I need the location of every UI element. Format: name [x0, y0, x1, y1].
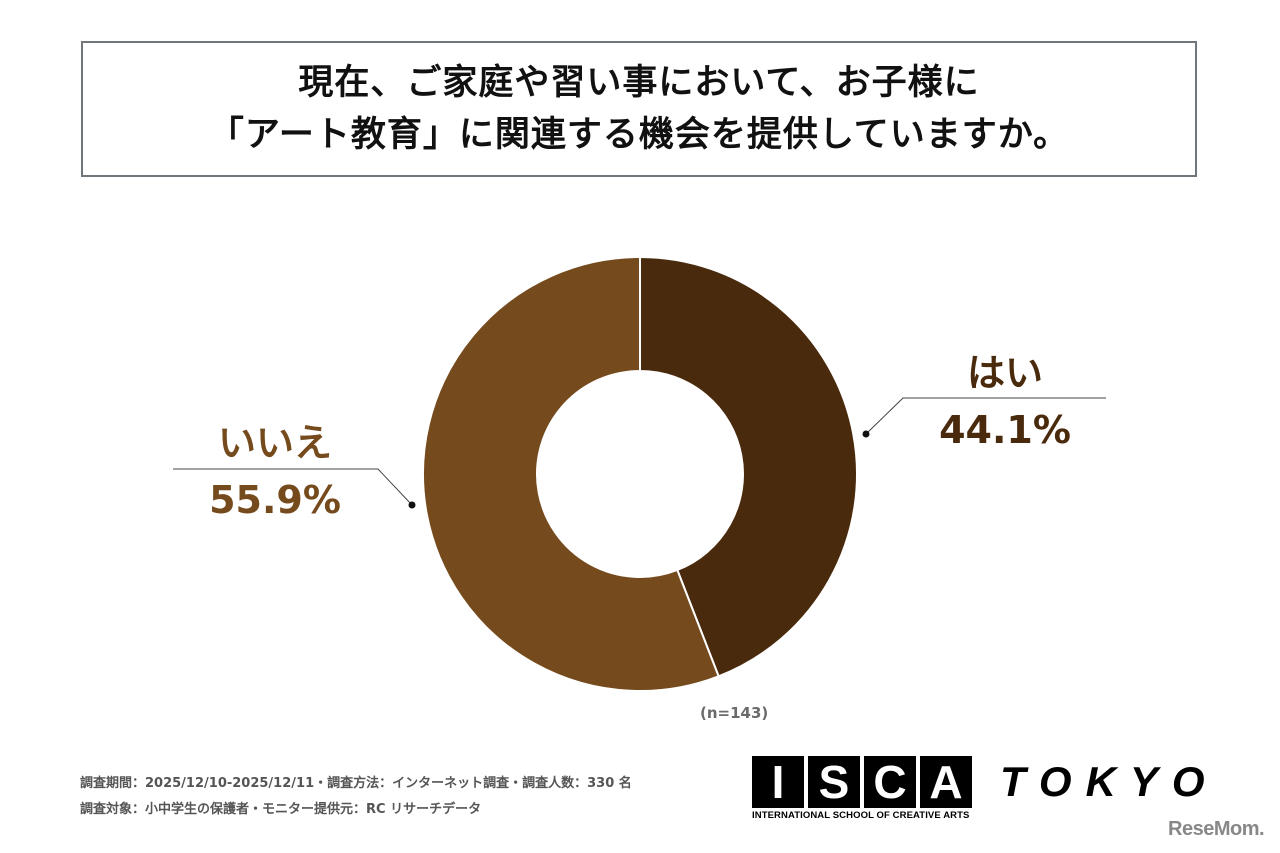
- logo-letter: I: [752, 756, 804, 808]
- footer-line-2: 調査対象：小中学生の保護者・モニター提供元：RC リサーチデータ: [80, 802, 482, 817]
- donut-slice-no: [422, 255, 720, 692]
- logo-city: TOKYO: [1000, 758, 1219, 805]
- callout-line-no: [173, 468, 413, 506]
- title-line-1: 現在、ご家庭や習い事において、お子様に: [298, 63, 980, 103]
- logo-tagline: INTERNATIONAL SCHOOL OF CREATIVE ARTS: [752, 810, 970, 821]
- sample-size: (n=143): [700, 704, 769, 722]
- callout-line-yes: [865, 397, 1106, 435]
- title-line-2: 「アート教育」に関連する機会を提供していますか。: [208, 115, 1070, 155]
- donut-slices: [422, 255, 858, 692]
- watermark-logo: ReseMom.: [1168, 818, 1265, 840]
- isca-logo: I S C A INTERNATIONAL SCHOOL OF CREATIVE…: [752, 756, 972, 821]
- label-yes-name: はい: [966, 351, 1043, 395]
- logo-letter: A: [920, 756, 972, 808]
- callout-dot-no: [408, 501, 416, 509]
- label-no-name: いいえ: [217, 421, 332, 465]
- callout-dot-yes: [862, 430, 870, 438]
- footer-line-1: 調査期間：2025/12/10-2025/12/11・調査方法：インターネット調…: [80, 776, 632, 791]
- donut-slice-yes: [639, 255, 858, 678]
- logo-letter: C: [864, 756, 916, 808]
- logo-letter: S: [808, 756, 860, 808]
- label-yes-pct: 44.1%: [939, 408, 1071, 452]
- label-no-pct: 55.9%: [209, 478, 341, 522]
- title-box: 現在、ご家庭や習い事において、お子様に 「アート教育」に関連する機会を提供してい…: [81, 41, 1197, 177]
